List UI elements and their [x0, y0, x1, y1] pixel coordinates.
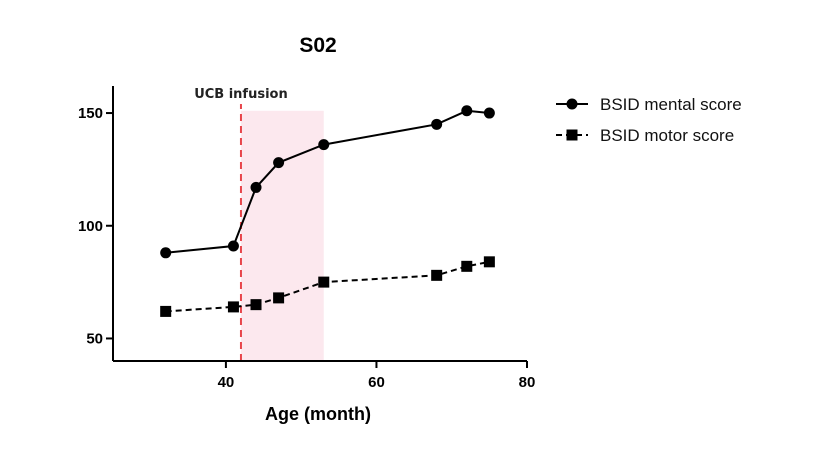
point-mental [250, 181, 262, 193]
legend-label-1: BSID motor score [600, 126, 734, 145]
series-line-0 [165, 109, 490, 254]
point-motor [227, 301, 239, 313]
chart-title: S02 [299, 34, 336, 57]
y-tick-label: 50 [86, 330, 103, 347]
ucb-infusion-label: UCB infusion [194, 87, 288, 102]
point-mental [318, 139, 330, 151]
point-motor [273, 292, 285, 304]
legend: BSID mental score BSID motor score [556, 95, 742, 145]
x-axis-label: Age (month) [265, 404, 371, 424]
point-motor [318, 276, 330, 288]
point-mental [431, 118, 443, 130]
x-tick-label: 80 [519, 374, 536, 391]
point-motor [431, 269, 443, 281]
point-mental [483, 107, 495, 119]
y-tick-label: 150 [78, 105, 103, 122]
plot-area: UCB infusion 50 100 150 40 60 80 [78, 86, 535, 391]
point-motor [160, 305, 172, 317]
point-mental [160, 247, 172, 259]
point-motor [461, 260, 473, 272]
y-tick-label: 100 [78, 218, 103, 235]
x-tick-label: 60 [368, 374, 385, 391]
point-motor [250, 299, 262, 311]
x-tick-label: 40 [218, 374, 235, 391]
legend-marker-circle [566, 98, 578, 110]
point-mental [461, 105, 473, 117]
shaded-region [240, 110, 324, 362]
point-mental [227, 240, 239, 252]
legend-label-0: BSID mental score [600, 95, 742, 114]
point-mental [273, 157, 285, 169]
point-motor [483, 256, 495, 268]
legend-marker-square [566, 129, 578, 141]
